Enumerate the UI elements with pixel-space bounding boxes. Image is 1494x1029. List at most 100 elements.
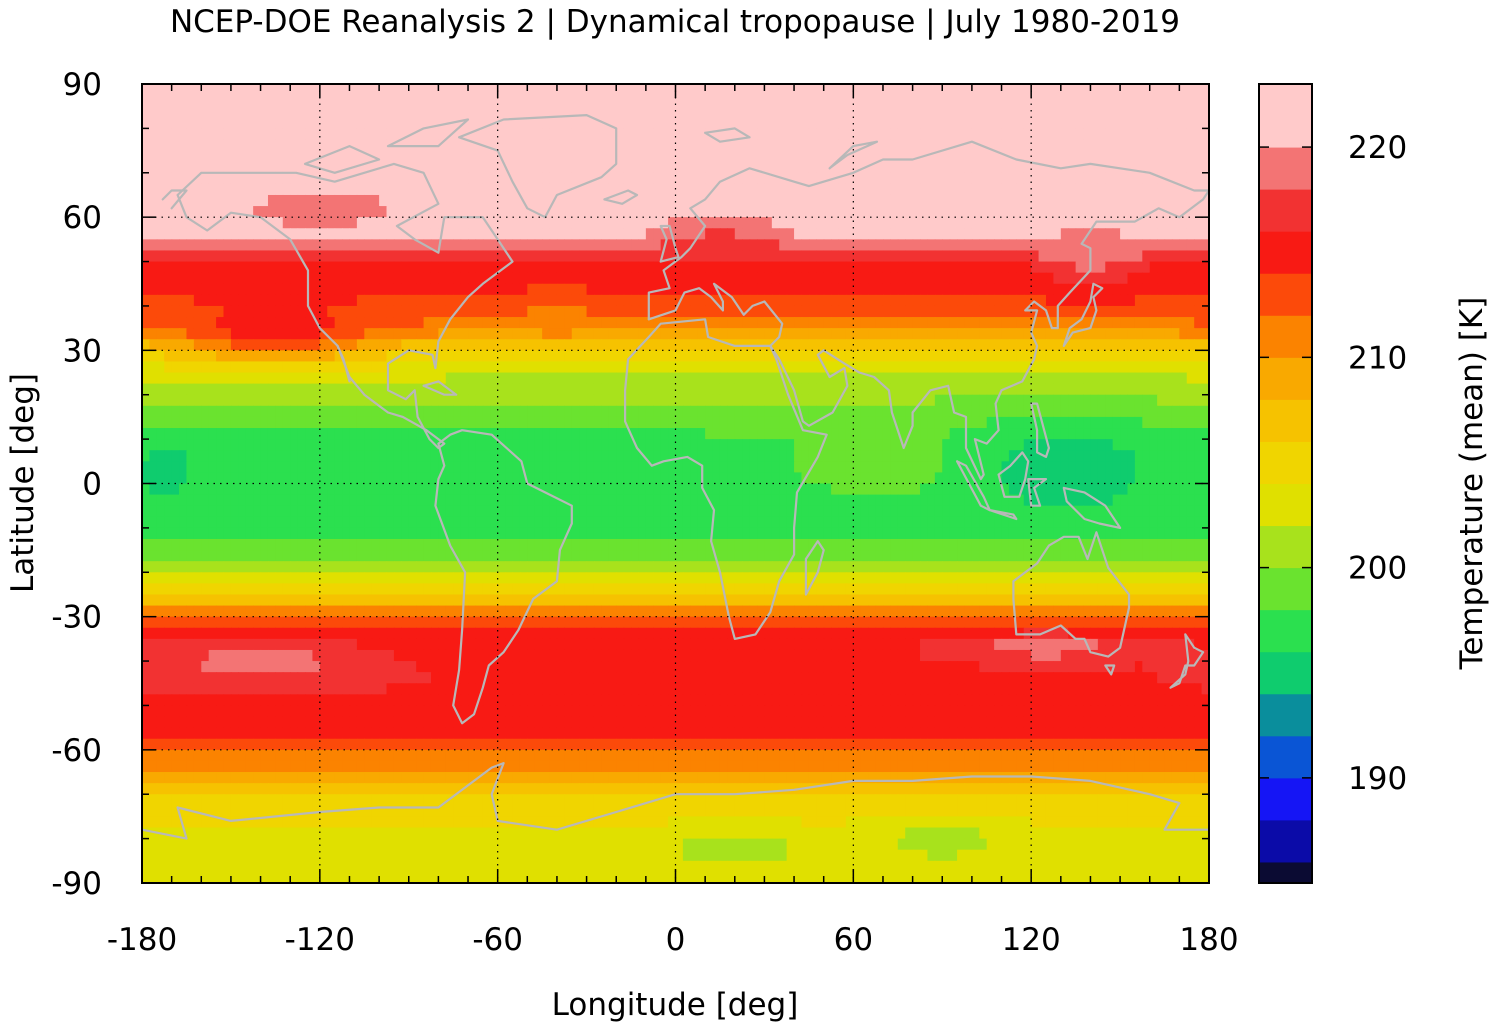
heat-cell bbox=[794, 439, 803, 451]
heat-cell bbox=[1008, 228, 1017, 240]
heat-cell bbox=[319, 372, 328, 385]
heat-cell bbox=[631, 383, 640, 396]
heat-cell bbox=[527, 161, 536, 174]
heat-cell bbox=[230, 461, 239, 474]
heat-cell bbox=[542, 416, 551, 429]
heat-cell bbox=[490, 428, 499, 440]
heat-cell bbox=[327, 117, 336, 129]
heat-cell bbox=[771, 394, 780, 407]
heat-cell bbox=[260, 139, 269, 152]
heat-cell bbox=[727, 305, 736, 318]
heat-cell bbox=[305, 106, 314, 118]
heat-cell bbox=[601, 294, 610, 307]
heat-cell bbox=[438, 405, 447, 418]
heat-cell bbox=[949, 194, 958, 207]
heat-cell bbox=[282, 250, 291, 263]
heat-cell bbox=[845, 250, 854, 263]
heat-cell bbox=[1008, 372, 1017, 385]
heat-cell bbox=[734, 294, 743, 307]
heat-cell bbox=[468, 106, 477, 118]
heat-cell bbox=[275, 383, 284, 396]
heat-cell bbox=[445, 194, 454, 207]
heat-cell bbox=[660, 95, 669, 107]
heat-cell bbox=[927, 106, 936, 118]
heat-cell bbox=[823, 339, 832, 351]
heat-cell bbox=[949, 372, 958, 385]
heat-cell bbox=[371, 183, 380, 196]
heat-cell bbox=[601, 305, 610, 318]
heat-cell bbox=[660, 128, 669, 141]
heat-cell bbox=[860, 84, 869, 96]
heat-cell bbox=[1127, 261, 1136, 274]
heat-cell bbox=[1090, 161, 1099, 174]
heat-cell bbox=[193, 172, 202, 185]
heat-cell bbox=[1149, 383, 1158, 396]
heat-cell bbox=[1075, 172, 1084, 185]
heat-cell bbox=[1120, 305, 1129, 318]
heat-cell bbox=[1201, 317, 1210, 329]
heat-cell bbox=[156, 217, 165, 229]
heat-cell bbox=[727, 416, 736, 429]
heat-cell bbox=[1134, 328, 1143, 340]
heat-cell bbox=[401, 405, 410, 418]
heat-cell bbox=[549, 339, 558, 351]
heat-cell bbox=[275, 372, 284, 385]
heat-cell bbox=[831, 461, 840, 474]
heat-cell bbox=[512, 405, 521, 418]
heat-cell bbox=[779, 250, 788, 263]
heat-cell bbox=[371, 272, 380, 285]
heat-cell bbox=[964, 239, 973, 252]
heat-cell bbox=[223, 428, 232, 440]
heat-cell bbox=[1075, 394, 1084, 407]
heat-cell bbox=[290, 106, 299, 118]
heat-cell bbox=[831, 228, 840, 240]
heat-cell bbox=[393, 239, 402, 252]
heat-cell bbox=[601, 84, 610, 96]
heat-cell bbox=[1134, 305, 1143, 318]
heat-cell bbox=[897, 228, 906, 240]
heat-cell bbox=[238, 106, 247, 118]
heat-cell bbox=[764, 283, 773, 296]
heat-cell bbox=[668, 150, 677, 163]
heat-cell bbox=[882, 405, 891, 418]
heat-cell bbox=[201, 372, 210, 385]
heat-cell bbox=[623, 261, 632, 274]
heat-cell bbox=[416, 239, 425, 252]
heat-cell bbox=[994, 283, 1003, 296]
heat-cell bbox=[764, 383, 773, 396]
heat-cell bbox=[556, 217, 565, 229]
heat-cell bbox=[482, 283, 491, 296]
heat-cell bbox=[282, 84, 291, 96]
heat-cell bbox=[838, 372, 847, 385]
heat-cell bbox=[401, 172, 410, 185]
heat-cell bbox=[771, 250, 780, 263]
heat-cell bbox=[379, 383, 388, 396]
heat-cell bbox=[942, 239, 951, 252]
heat-cell bbox=[1083, 372, 1092, 385]
heat-cell bbox=[616, 239, 625, 252]
heat-cell bbox=[593, 461, 602, 474]
heat-cell bbox=[1083, 416, 1092, 429]
heat-cell bbox=[401, 461, 410, 474]
heat-cell bbox=[142, 150, 151, 163]
heat-cell bbox=[267, 106, 276, 118]
heat-cell bbox=[1097, 305, 1106, 318]
heat-cell bbox=[342, 317, 351, 329]
heat-cell bbox=[794, 305, 803, 318]
heat-cell bbox=[1097, 361, 1106, 374]
heat-cell bbox=[994, 84, 1003, 96]
heat-cell bbox=[238, 283, 247, 296]
heat-cell bbox=[186, 439, 195, 451]
heat-cell bbox=[1171, 294, 1180, 307]
heat-cell bbox=[1134, 372, 1143, 385]
heat-cell bbox=[608, 350, 617, 363]
heat-cell bbox=[608, 372, 617, 385]
heat-cell bbox=[319, 383, 328, 396]
heat-cell bbox=[201, 206, 210, 218]
heat-cell bbox=[356, 117, 365, 129]
heat-cell bbox=[475, 450, 484, 462]
heat-cell bbox=[497, 450, 506, 462]
heat-cell bbox=[927, 250, 936, 263]
heat-cell bbox=[623, 117, 632, 129]
heat-cell bbox=[505, 172, 514, 185]
